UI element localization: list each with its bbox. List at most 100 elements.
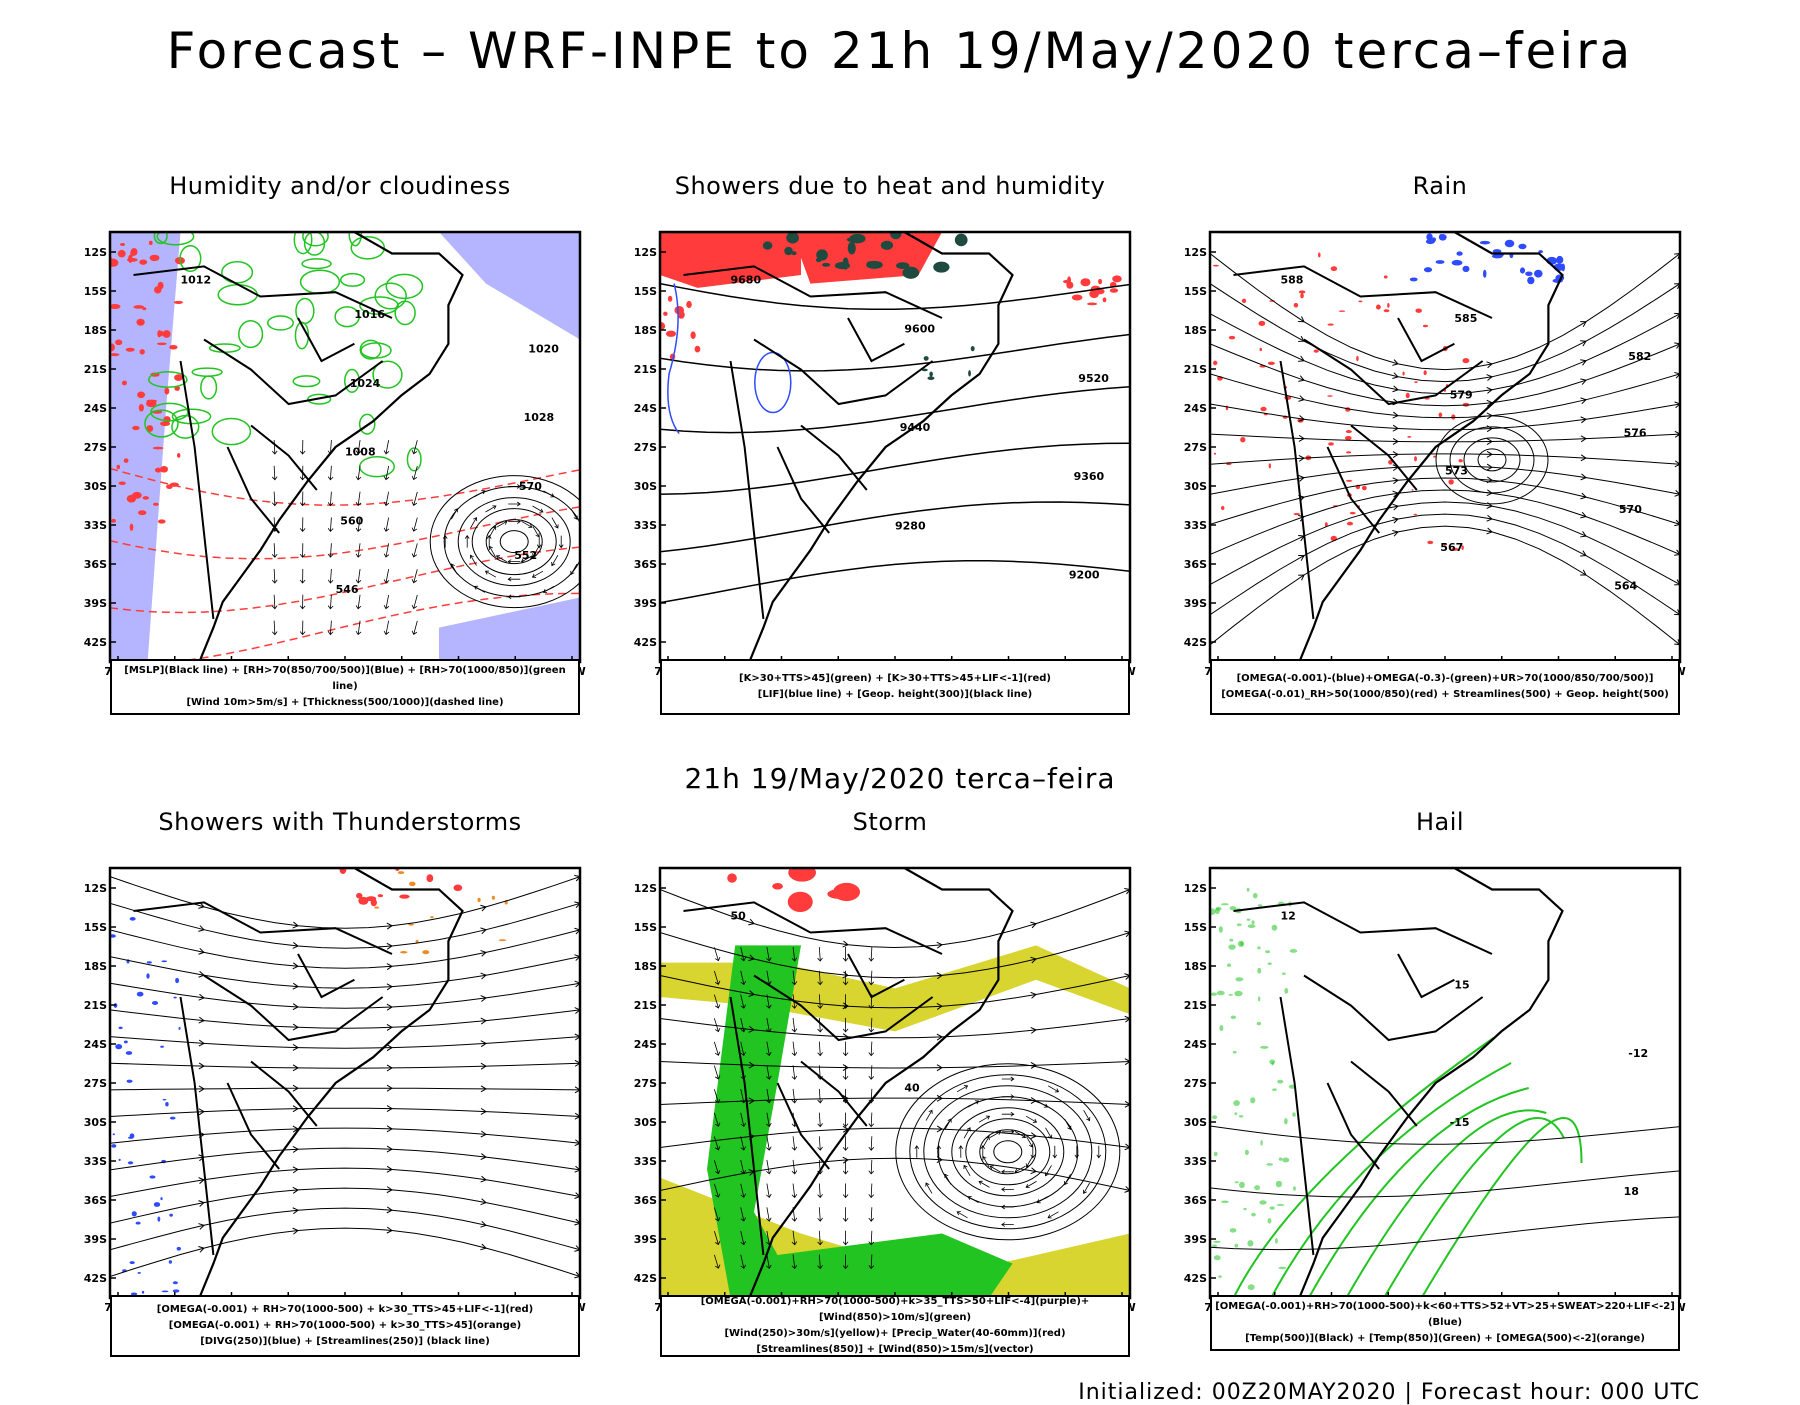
- contour-label: 579: [1450, 388, 1473, 401]
- lat-tick-label: 42S: [1184, 636, 1207, 649]
- contour-label: 9440: [900, 421, 931, 434]
- lat-tick-label: 39S: [634, 597, 657, 610]
- contour-label: 588: [1281, 274, 1304, 287]
- lat-tick-label: 36S: [634, 1194, 657, 1207]
- panel-title: Showers due to heat and humidity: [674, 172, 1106, 200]
- lat-tick-label: 12S: [634, 882, 657, 895]
- panel-title: Humidity and/or cloudiness: [169, 172, 511, 200]
- wind-850-vectors: [713, 946, 875, 1270]
- contour-label: 567: [1440, 541, 1463, 554]
- lat-tick-label: 33S: [84, 1155, 107, 1168]
- lat-tick-label: 42S: [1184, 1272, 1207, 1285]
- lat-tick-label: 39S: [1184, 597, 1207, 610]
- initialization-footer: Initialized: 00Z20MAY2020 | Forecast hou…: [1078, 1380, 1700, 1405]
- contour-labels: 588 585 582 579 576 573 570 567 564: [1281, 274, 1652, 593]
- lat-tick-label: 24S: [634, 1038, 657, 1051]
- lat-tick-label: 12S: [84, 882, 107, 895]
- contour-label: 9280: [895, 519, 926, 532]
- panel-legend: [OMEGA(-0.001) + RH>70(1000-500) + k>30_…: [110, 1295, 580, 1357]
- thunder-red: [339, 868, 463, 907]
- streamlines-850: [660, 888, 1130, 1193]
- contour-label: 546: [336, 583, 359, 596]
- contour-label: 9360: [1074, 470, 1105, 483]
- lat-tick-label: 12S: [1184, 882, 1207, 895]
- legend-line: [OMEGA(-0.001) + RH>70(1000-500) + k>30_…: [156, 1304, 534, 1315]
- lat-tick-label: 18S: [84, 324, 107, 337]
- lat-tick-label: 21S: [634, 363, 657, 376]
- lat-tick-label: 30S: [634, 480, 657, 493]
- panel-showers-heat: Showers due to heat and humidity 9680 9600…: [620, 172, 1160, 742]
- lat-tick-label: 36S: [84, 1194, 107, 1207]
- temp500-black: [1210, 1125, 1680, 1251]
- contour-label: 582: [1628, 350, 1651, 363]
- lat-tick-label: 30S: [1184, 480, 1207, 493]
- lat-tick-label: 33S: [84, 519, 107, 532]
- contour-label: 18: [1624, 1185, 1639, 1198]
- lat-tick-label: 12S: [634, 246, 657, 259]
- weather-map: 58858558257957657357056756470W65W60W55W5…: [1184, 230, 1686, 678]
- legend-line: [OMEGA(-0.001)+RH>70(1000-500)+k>35_TTS>…: [700, 1296, 1090, 1323]
- contour-label: 12: [1281, 910, 1296, 923]
- lat-tick-label: 15S: [1184, 921, 1207, 934]
- legend-line: [OMEGA(-0.001)-(blue)+OMEGA(-0.3)-(green…: [1236, 673, 1654, 684]
- legend-line: [Wind 10m>5m/s] + [Thickness(500/1000)](…: [186, 697, 504, 708]
- axis-ticks: 70W65W60W55W50W45W40W35W30W12S15S18S21S2…: [1184, 246, 1686, 678]
- lat-tick-label: 12S: [84, 246, 107, 259]
- contour-label: 585: [1454, 312, 1477, 325]
- k-tts-green: [762, 232, 968, 279]
- weather-map: 968096009520944093609280920070W65W60W55W…: [634, 230, 1136, 678]
- contour-label: -15: [1450, 1116, 1470, 1129]
- lat-tick-label: 15S: [84, 921, 107, 934]
- contour-label: 570: [1619, 503, 1642, 516]
- omega-blue: [1409, 233, 1565, 285]
- contour-label: 1012: [181, 274, 212, 287]
- lat-tick-label: 42S: [634, 636, 657, 649]
- panel-title: Storm: [852, 808, 928, 836]
- contour-label: 9200: [1069, 569, 1100, 582]
- legend-line: [MSLP](Black line) + [RH>70(850/700/500)…: [124, 665, 566, 692]
- lat-tick-label: 18S: [1184, 324, 1207, 337]
- main-title: Forecast – WRF-INPE to 21h 19/May/2020 t…: [166, 22, 1634, 80]
- weather-map: 10121016102010241028100857056055254670W6…: [84, 230, 586, 678]
- lat-tick-label: 21S: [634, 999, 657, 1012]
- panel-thunderstorms: Showers with Thunderstorms70W65W60W55W50…: [70, 808, 610, 1378]
- panel-title: Hail: [1415, 808, 1465, 836]
- lat-tick-label: 30S: [634, 1116, 657, 1129]
- panel-legend: [OMEGA(-0.001)-(blue)+OMEGA(-0.3)-(green…: [1210, 659, 1680, 715]
- lat-tick-label: 24S: [1184, 402, 1207, 415]
- lat-tick-label: 15S: [1184, 285, 1207, 298]
- contour-label: 560: [340, 514, 363, 527]
- lat-tick-label: 21S: [1184, 999, 1207, 1012]
- panel-legend: [MSLP](Black line) + [RH>70(850/700/500)…: [110, 659, 580, 715]
- precip-water-red: [727, 868, 860, 913]
- temp850-green: [1232, 1037, 1583, 1298]
- lat-tick-label: 33S: [634, 519, 657, 532]
- lat-tick-label: 42S: [634, 1272, 657, 1285]
- contour-label: 50: [731, 910, 747, 923]
- lat-tick-label: 21S: [84, 363, 107, 376]
- panel-storm: Storm 504070W65W60W55W50W45W40W35W30W12S1…: [620, 808, 1160, 1378]
- legend-line: [DIVG(250)](blue) + [Streamlines(250)] (…: [200, 1336, 490, 1347]
- panel-legend: [OMEGA(-0.001)+RH>70(1000-500)+k>35_TTS>…: [660, 1295, 1130, 1357]
- weather-map: 504070W65W60W55W50W45W40W35W30W12S15S18S…: [634, 866, 1136, 1314]
- valid-time-title: 21h 19/May/2020 terca–feira: [684, 762, 1116, 795]
- k-tts-green-small: [921, 345, 975, 381]
- contour-labels: 1012 1016 1020 1024 1028 1008 570 560 552 546: [181, 274, 560, 597]
- legend-line: [Temp(500)](Black) + [Temp(850)](Green) …: [1245, 1333, 1645, 1344]
- k-tts-red-west: [660, 295, 701, 360]
- panel-rain: Rain58858558257957657357056756470W65W60W…: [1170, 172, 1710, 742]
- panel-title: Showers with Thunderstorms: [158, 808, 522, 836]
- contour-label: 1028: [524, 411, 555, 424]
- contour-label: 9680: [731, 274, 762, 287]
- k-tts-red-east: [1063, 275, 1122, 306]
- panel-title: Rain: [1412, 172, 1468, 200]
- legend-line: [Wind(250)>30m/s](yellow)+ [Precip_Water…: [724, 1328, 1066, 1339]
- wind-vectors: [271, 439, 418, 636]
- lat-tick-label: 15S: [84, 285, 107, 298]
- contour-label: 9600: [904, 323, 935, 336]
- lat-tick-label: 27S: [634, 441, 657, 454]
- lat-tick-label: 24S: [1184, 1038, 1207, 1051]
- contour-label: 1016: [354, 308, 385, 321]
- thunder-orange: [374, 871, 508, 955]
- contour-label: 576: [1624, 427, 1647, 440]
